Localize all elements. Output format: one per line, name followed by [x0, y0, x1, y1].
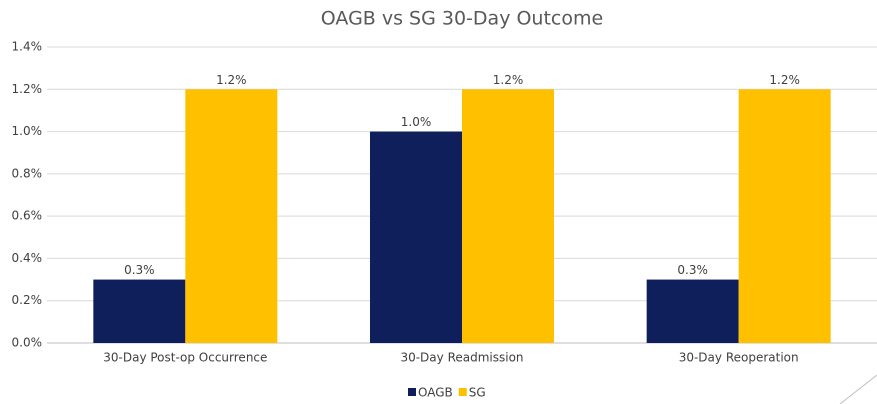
legend-label: SG: [469, 386, 486, 400]
y-tick-label: 0.4%: [12, 251, 43, 265]
y-tick-label: 0.6%: [12, 209, 43, 223]
bar: [93, 279, 186, 343]
y-tick-label: 1.2%: [12, 82, 43, 96]
y-tick-label: 1.0%: [12, 124, 43, 138]
bar: [738, 89, 831, 344]
x-tick-label: 30-Day Readmission: [400, 351, 523, 365]
value-label: 0.3%: [677, 263, 708, 277]
value-label: 0.3%: [124, 263, 155, 277]
y-tick-label: 0.2%: [12, 293, 43, 307]
value-label: 1.2%: [216, 73, 247, 87]
value-label: 1.0%: [401, 115, 432, 129]
legend-swatch: [458, 388, 467, 396]
value-label: 1.2%: [769, 73, 800, 87]
x-tick-label: 30-Day Reoperation: [679, 351, 799, 365]
bar: [462, 89, 554, 344]
y-tick-label: 0.8%: [12, 166, 43, 180]
legend-label: OAGB: [418, 386, 453, 400]
y-tick-label: 0.0%: [12, 336, 43, 350]
x-tick-label: 30-Day Post-op Occurrence: [103, 351, 267, 365]
chart-title: OAGB vs SG 30-Day Outcome: [321, 8, 603, 30]
legend-swatch: [408, 388, 416, 396]
decoration: [839, 374, 877, 404]
value-label: 1.2%: [493, 73, 524, 87]
bar: [370, 131, 462, 343]
y-tick-label: 1.4%: [12, 40, 43, 54]
bar: [185, 89, 278, 344]
bar: [646, 279, 739, 343]
